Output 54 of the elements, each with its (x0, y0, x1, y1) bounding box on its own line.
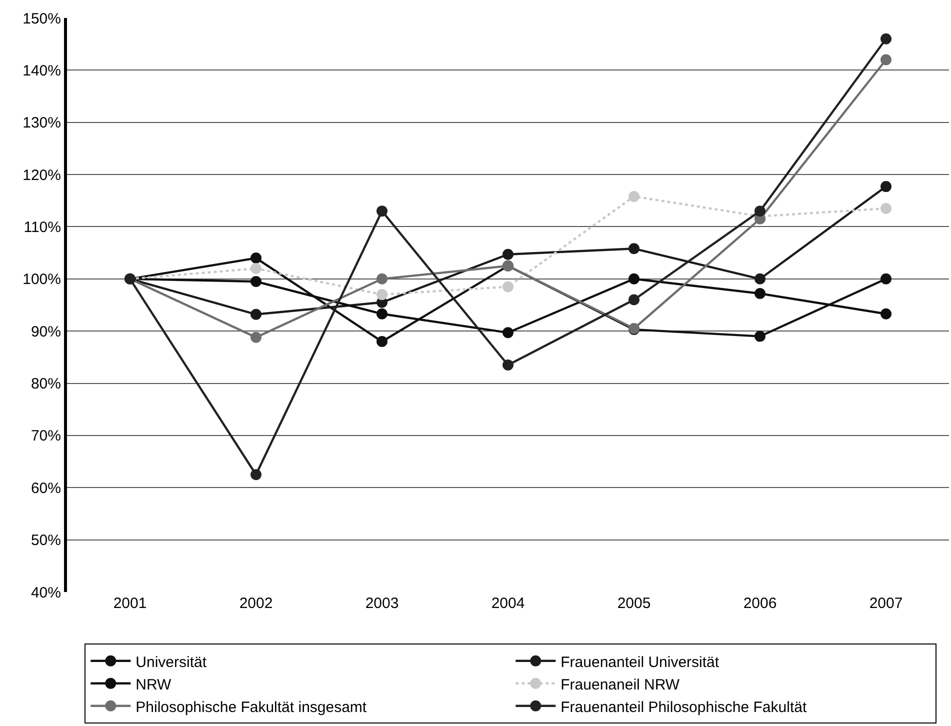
point (880, 54, 892, 66)
point (502, 248, 514, 260)
y-tick-label: 150% (22, 10, 61, 28)
y-tick-label: 90% (30, 323, 61, 340)
point (376, 206, 388, 217)
point (628, 243, 640, 254)
y-tick-label: 110% (24, 218, 61, 236)
point (880, 33, 892, 44)
point (250, 262, 262, 274)
point (754, 273, 766, 284)
x-tick-label: 2007 (869, 595, 903, 612)
y-tick-label: 130% (22, 114, 61, 132)
x-tick-label: 2003 (365, 595, 399, 612)
point (376, 336, 388, 348)
y-tick-label: 100% (22, 271, 61, 288)
x-tick-label: 2001 (113, 595, 147, 612)
point (250, 469, 262, 480)
x-tick-label: 2004 (491, 595, 525, 612)
point (376, 273, 388, 284)
point (628, 190, 640, 202)
point (880, 202, 892, 214)
point (250, 276, 262, 288)
point (880, 308, 892, 320)
y-tick-label: 40% (30, 584, 61, 602)
point (502, 281, 514, 292)
point (250, 308, 262, 320)
point (502, 327, 514, 338)
legend-label: Philosophische Fakultät insgesamt (136, 698, 368, 716)
x-tick-label: 2006 (743, 595, 777, 612)
x-tick-label: 2002 (239, 595, 273, 612)
y-tick-label: 120% (22, 166, 61, 184)
legend-label: Frauenaneil NRW (560, 676, 680, 694)
legend-label: Frauenanteil Universität (560, 654, 720, 671)
point (628, 273, 640, 284)
legend-label: NRW (136, 676, 172, 694)
y-tick-label: 60% (30, 480, 61, 497)
point (754, 288, 766, 300)
y-tick-label: 140% (22, 62, 61, 80)
y-tick-label: 70% (30, 428, 61, 445)
point (376, 289, 388, 300)
point (880, 181, 892, 192)
legend-label: Frauenanteil Philosophische Fakultät (560, 698, 808, 716)
legend-label: Universität (136, 654, 208, 671)
point (880, 273, 892, 284)
point (754, 206, 766, 217)
x-tick-label: 2005 (617, 595, 651, 612)
point (754, 330, 766, 342)
point (502, 360, 514, 371)
point (250, 252, 262, 264)
y-tick-label: 80% (30, 376, 61, 393)
point (250, 332, 262, 343)
y-tick-label: 50% (30, 532, 61, 550)
point (376, 308, 388, 320)
point (628, 294, 640, 306)
